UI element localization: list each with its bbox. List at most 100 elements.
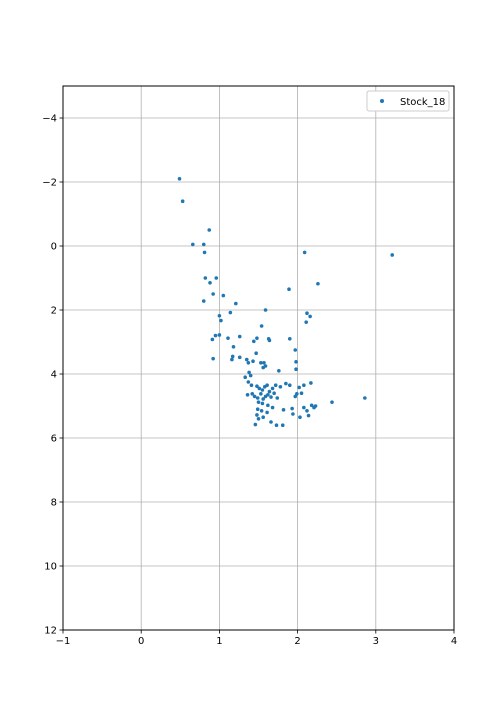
data-point	[305, 311, 309, 315]
data-point	[363, 396, 367, 400]
data-point	[218, 314, 222, 318]
data-point	[293, 348, 297, 352]
data-point	[211, 292, 215, 296]
data-point	[271, 387, 275, 391]
legend-marker	[380, 99, 384, 103]
data-point	[265, 383, 269, 387]
data-point	[257, 387, 261, 391]
data-point	[260, 409, 264, 413]
data-point	[300, 391, 304, 395]
data-point	[231, 355, 235, 359]
data-point	[259, 361, 263, 365]
data-point	[291, 412, 295, 416]
data-point	[279, 385, 283, 389]
data-point	[290, 407, 294, 411]
data-point	[230, 358, 234, 362]
data-point	[295, 392, 299, 396]
data-point	[214, 334, 218, 338]
data-point	[256, 396, 260, 400]
data-point	[259, 392, 263, 396]
data-point	[218, 333, 222, 337]
data-point	[181, 199, 185, 203]
data-point	[298, 415, 302, 419]
y-tick-label: 6	[51, 434, 57, 445]
data-point	[257, 400, 261, 404]
data-point	[330, 400, 334, 404]
data-point	[271, 406, 275, 410]
data-point	[294, 367, 298, 371]
y-tick-label: 10	[44, 562, 57, 573]
data-point	[261, 415, 265, 419]
data-point	[302, 383, 306, 387]
data-point	[314, 404, 318, 408]
y-tick-label: −2	[42, 178, 57, 189]
data-point	[253, 395, 257, 399]
data-point	[281, 423, 285, 427]
data-point	[222, 294, 226, 298]
data-point	[297, 386, 301, 390]
data-point	[275, 423, 279, 427]
data-point	[262, 361, 266, 365]
data-point	[309, 381, 313, 385]
data-point	[260, 324, 264, 328]
data-point	[243, 375, 247, 379]
data-point	[238, 335, 242, 339]
data-point	[264, 364, 268, 368]
data-point	[287, 287, 291, 291]
data-point	[211, 357, 215, 361]
data-point	[255, 413, 259, 417]
data-point	[191, 243, 195, 247]
data-point	[272, 391, 276, 395]
data-point	[254, 423, 258, 427]
data-point	[274, 383, 278, 387]
x-tick-label: 2	[294, 636, 300, 647]
data-point	[246, 393, 250, 397]
data-point	[257, 417, 261, 421]
data-point	[316, 282, 320, 286]
data-point	[247, 361, 251, 365]
data-point	[249, 374, 253, 378]
data-point	[204, 276, 208, 280]
data-point	[238, 356, 242, 360]
data-point	[203, 251, 207, 255]
data-point	[288, 337, 292, 341]
x-tick-label: −1	[56, 636, 71, 647]
data-point	[254, 351, 258, 355]
data-point	[247, 371, 251, 375]
data-point	[302, 406, 306, 410]
y-tick-label: 8	[51, 498, 57, 509]
data-point	[214, 276, 218, 280]
data-point	[282, 408, 286, 412]
y-tick-label: 4	[51, 370, 57, 381]
data-point	[269, 420, 273, 424]
data-point	[266, 404, 270, 408]
data-point	[251, 359, 255, 363]
data-point	[265, 411, 269, 415]
y-tick-label: 12	[44, 626, 57, 637]
data-point	[268, 390, 272, 394]
data-point	[256, 407, 260, 411]
data-point	[275, 396, 279, 400]
data-point	[255, 336, 259, 340]
data-point	[288, 383, 292, 387]
data-point	[304, 320, 308, 324]
legend-label: Stock_18	[400, 97, 445, 108]
x-tick-label: 0	[138, 636, 144, 647]
data-point	[245, 358, 249, 362]
data-point	[261, 402, 265, 406]
data-point	[308, 315, 312, 319]
x-tick-label: 3	[373, 636, 379, 647]
data-point	[234, 302, 238, 306]
data-point	[202, 243, 206, 247]
data-point	[219, 319, 223, 323]
data-point	[226, 336, 230, 340]
data-point	[207, 228, 211, 232]
data-point	[305, 409, 309, 413]
legend: Stock_18	[367, 91, 449, 111]
data-point	[252, 340, 256, 344]
plot-area	[63, 86, 454, 630]
y-tick-label: 0	[51, 242, 57, 253]
y-tick-label: 2	[51, 306, 57, 317]
x-tick-label: 1	[216, 636, 222, 647]
